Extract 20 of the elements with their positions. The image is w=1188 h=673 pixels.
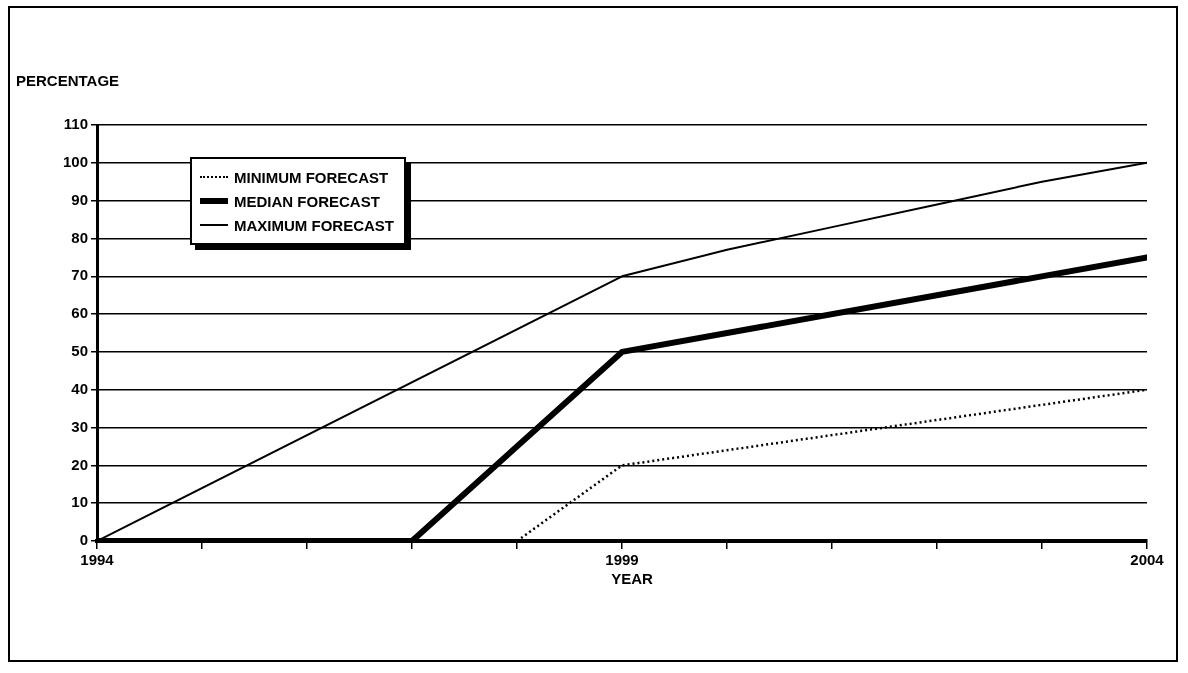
x-tick-label: 1994	[80, 551, 115, 569]
y-tick-label: 30	[71, 417, 89, 435]
y-tick-label: 0	[79, 531, 89, 549]
y-tick-label: 80	[71, 228, 89, 246]
x-tick-label: 1999	[605, 551, 639, 569]
y-tick-label: 10	[71, 493, 89, 511]
legend-label: MINIMUM FORECAST	[234, 168, 389, 186]
y-tick-label: 90	[71, 190, 89, 208]
legend-label: MEDIAN FORECAST	[234, 192, 380, 210]
y-tick-label: 40	[71, 379, 89, 397]
y-tick-label: 100	[63, 152, 89, 170]
legend-label: MAXIMUM FORECAST	[234, 216, 394, 234]
x-axis-title: YEAR	[610, 570, 654, 587]
y-tick-label: 50	[71, 342, 89, 360]
y-tick-label: 70	[71, 266, 89, 284]
y-tick-label: 60	[71, 304, 89, 322]
y-tick-label: 20	[71, 455, 89, 473]
x-tick-label: 2004	[1130, 551, 1165, 569]
y-tick-label: 110	[63, 115, 89, 133]
y-axis-title: PERCENTAGE	[16, 72, 120, 89]
